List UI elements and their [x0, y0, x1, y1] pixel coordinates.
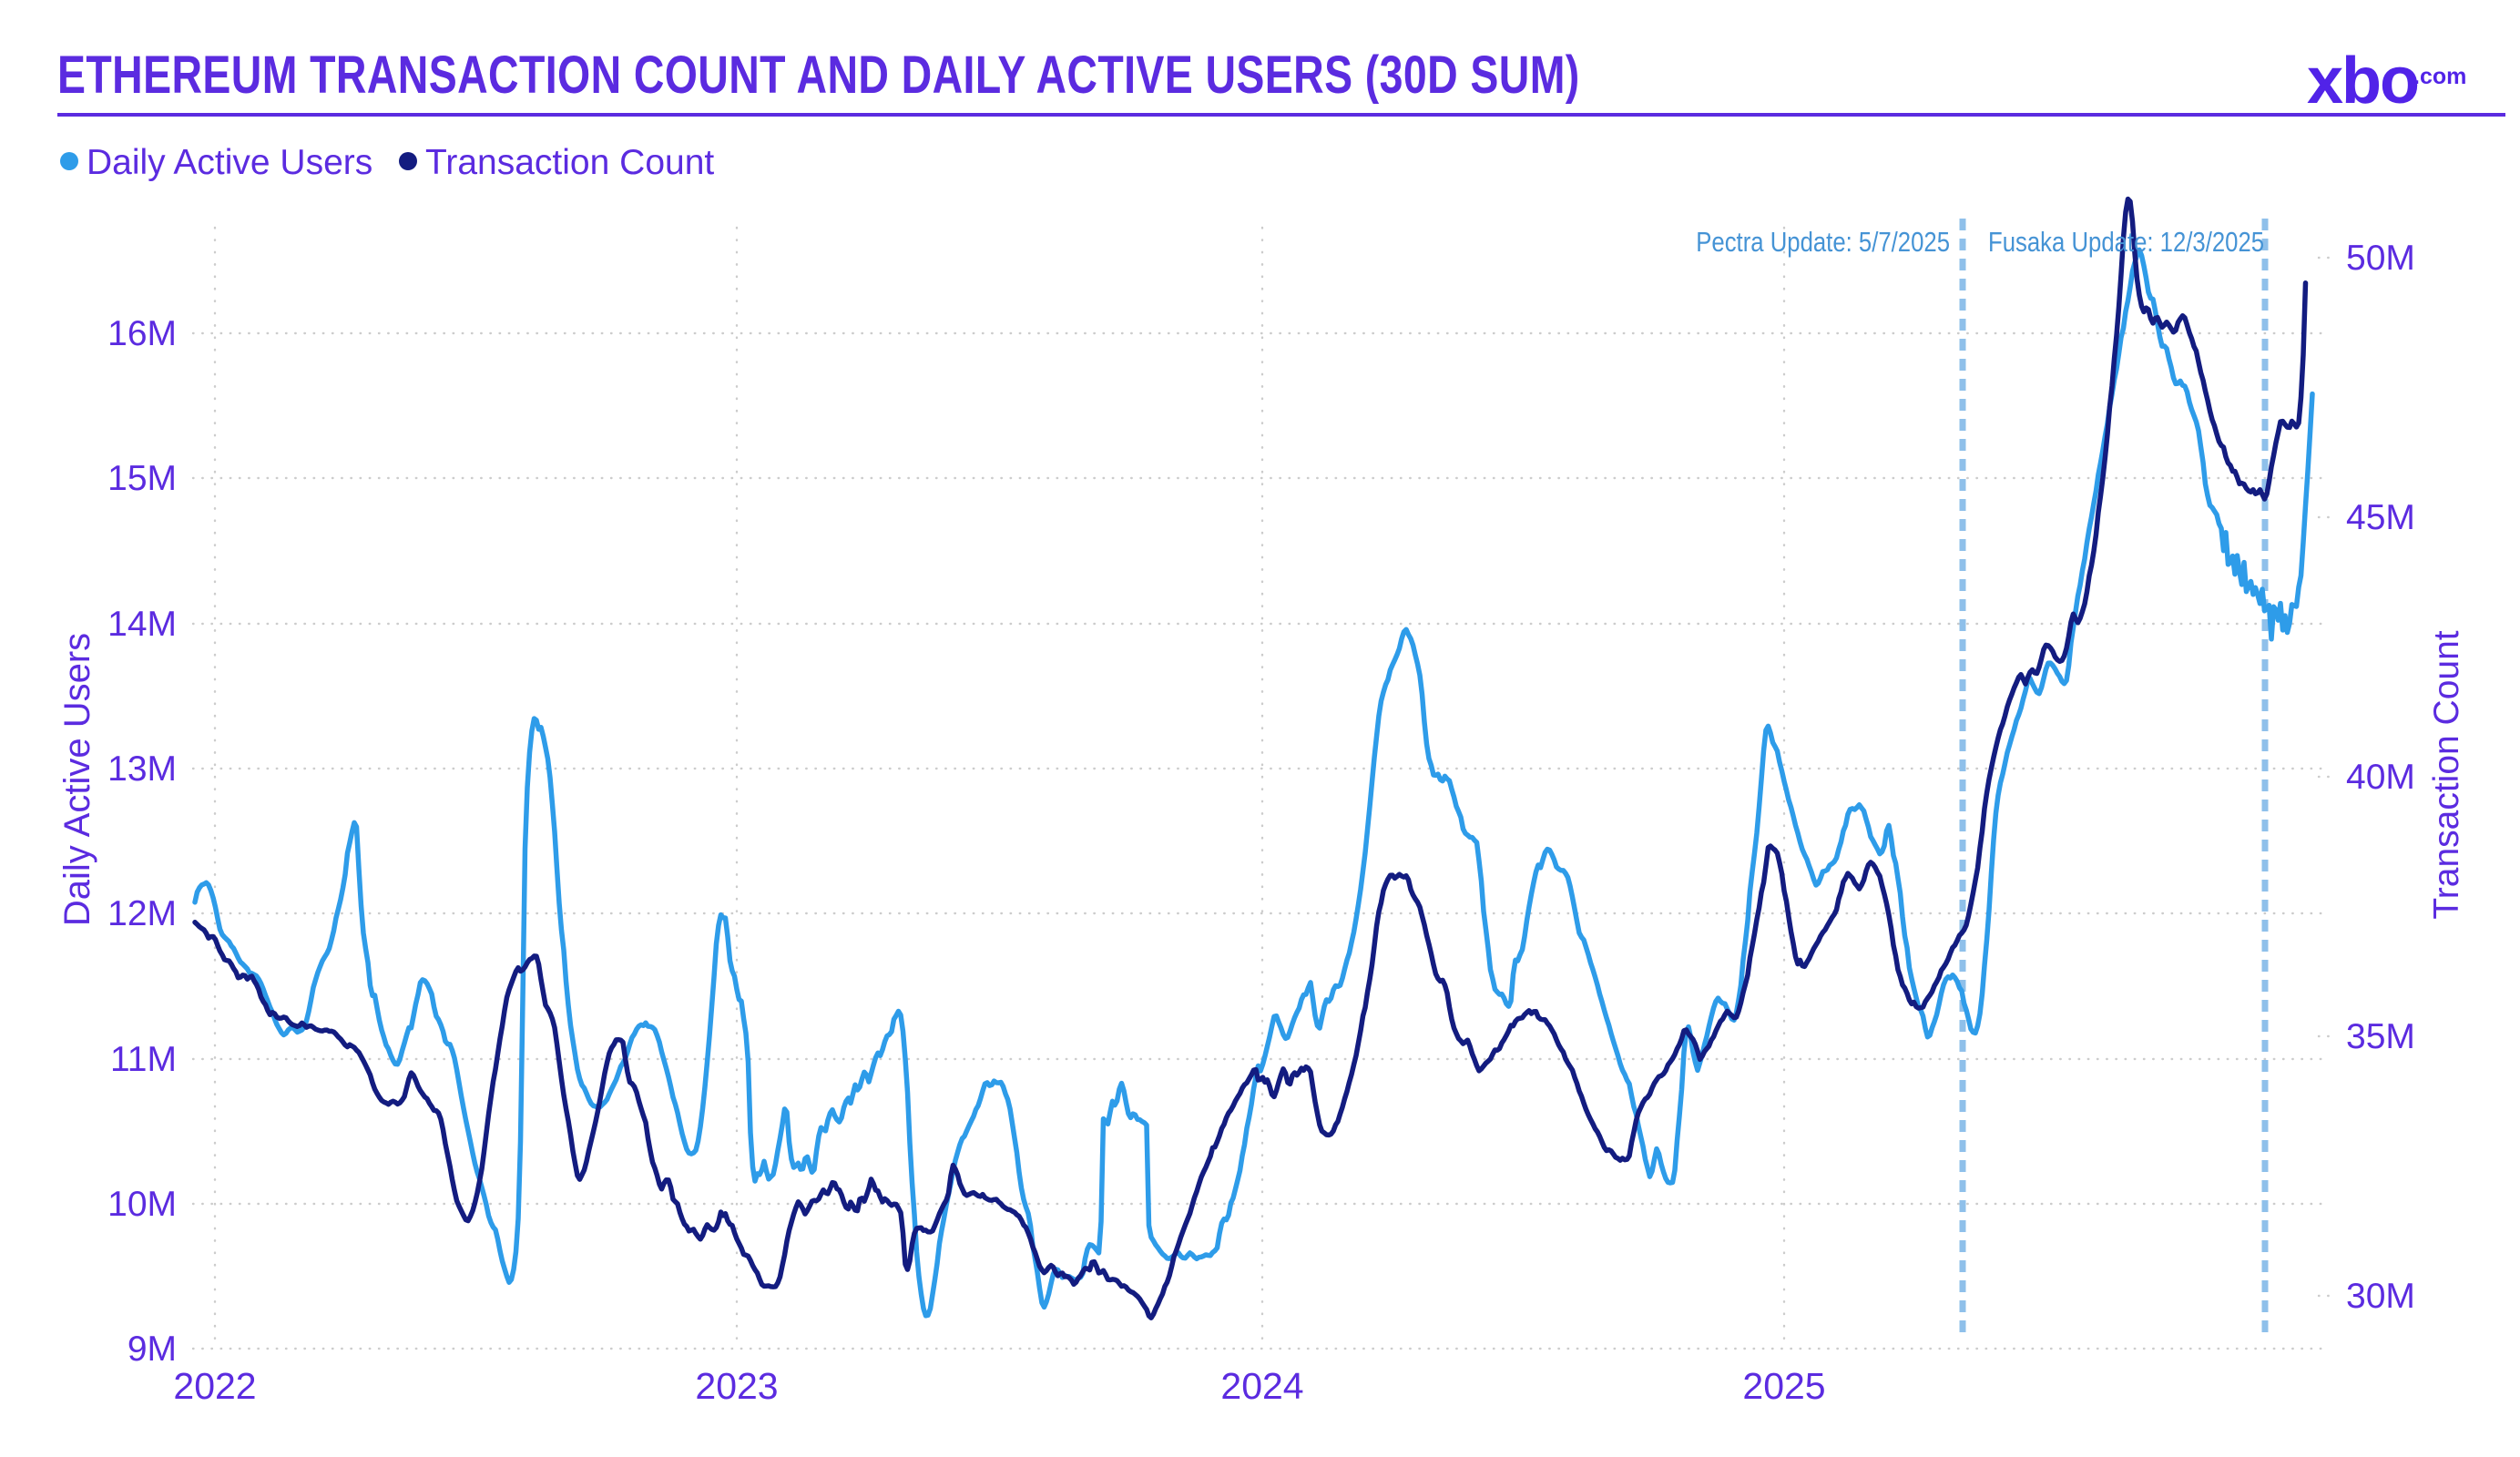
svg-text:xbo: xbo	[2307, 45, 2418, 117]
svg-text:35M: 35M	[2346, 1017, 2415, 1056]
svg-text:2022: 2022	[173, 1365, 256, 1407]
svg-text:Fusaka Update: 12/3/2025: Fusaka Update: 12/3/2025	[1988, 227, 2264, 259]
svg-text:11M: 11M	[110, 1040, 177, 1079]
svg-text:ETHEREUM TRANSACTION COUNT AND: ETHEREUM TRANSACTION COUNT AND DAILY ACT…	[57, 46, 1580, 105]
svg-text:Pectra Update: 5/7/2025: Pectra Update: 5/7/2025	[1696, 227, 1950, 259]
svg-text:Daily Active Users: Daily Active Users	[87, 143, 372, 182]
svg-text:9M: 9M	[128, 1330, 177, 1369]
svg-text:16M: 16M	[107, 314, 177, 353]
svg-text:Daily Active Users: Daily Active Users	[57, 633, 97, 926]
svg-text:12M: 12M	[107, 894, 177, 933]
svg-text:13M: 13M	[107, 749, 177, 789]
svg-text:15M: 15M	[107, 459, 177, 498]
svg-text:.com: .com	[2413, 64, 2466, 89]
svg-text:Transaction Count: Transaction Count	[425, 143, 714, 182]
svg-text:30M: 30M	[2346, 1277, 2415, 1316]
svg-text:2024: 2024	[1220, 1365, 1303, 1407]
svg-text:14M: 14M	[107, 605, 177, 644]
svg-text:45M: 45M	[2346, 498, 2415, 537]
svg-text:50M: 50M	[2346, 239, 2415, 278]
svg-text:40M: 40M	[2346, 758, 2415, 797]
svg-text:10M: 10M	[107, 1185, 177, 1224]
svg-text:2025: 2025	[1742, 1365, 1825, 1407]
svg-text:Transaction Count: Transaction Count	[2427, 630, 2466, 919]
svg-text:2023: 2023	[695, 1365, 778, 1407]
